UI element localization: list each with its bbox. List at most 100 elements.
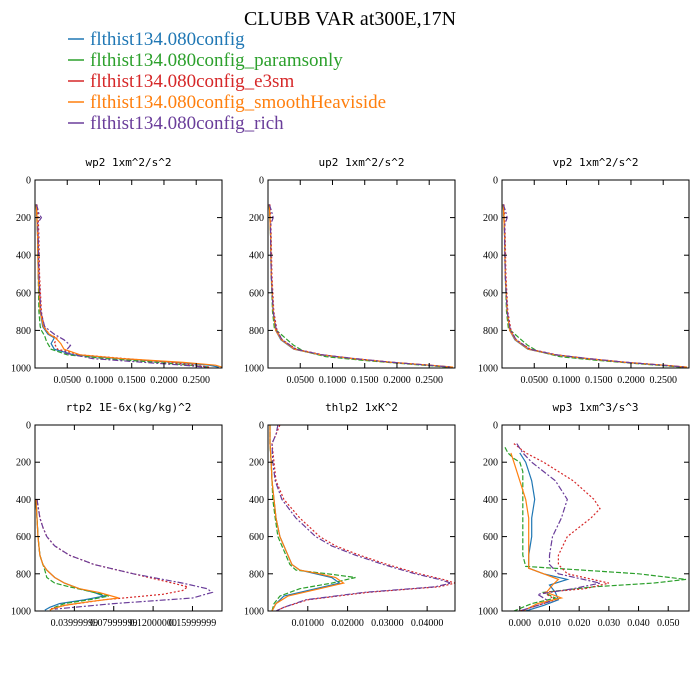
- series-line: [503, 204, 686, 368]
- series-line: [502, 204, 686, 368]
- series-line: [35, 499, 109, 611]
- x-tick-label: 0.000: [509, 618, 532, 629]
- y-tick-label: 0: [259, 176, 264, 187]
- series-line: [516, 443, 601, 611]
- panel-title: vp2 1xm^2/s^2: [552, 156, 638, 169]
- series-line: [36, 499, 214, 610]
- x-tick-label: 0.040: [627, 618, 650, 629]
- y-tick-label: 1000: [244, 607, 264, 618]
- series-line: [36, 204, 210, 368]
- panel-title: wp2 1xm^2/s^2: [85, 156, 171, 169]
- series-line: [35, 204, 219, 368]
- y-tick-label: 800: [483, 326, 498, 337]
- legend-label: flthist134.080config_paramsonly: [90, 50, 343, 71]
- x-tick-label: 0.2500: [415, 375, 443, 386]
- y-tick-label: 0: [493, 176, 498, 187]
- series-line: [35, 499, 107, 611]
- x-tick-label: 0.04000: [411, 618, 444, 629]
- x-tick-label: 0.010: [538, 618, 561, 629]
- x-tick-label: 0.2500: [649, 375, 677, 386]
- series-line: [269, 204, 452, 368]
- plot-frame: [34, 179, 223, 369]
- legend-entry: flthist134.080config: [68, 29, 245, 50]
- series-group: [269, 425, 455, 611]
- y-tick-label: 1000: [11, 607, 31, 618]
- x-tick-label: 0.0500: [286, 375, 314, 386]
- plot-frame: [501, 424, 690, 612]
- plot-frame: [267, 424, 456, 612]
- legend-label: flthist134.080config_e3sm: [90, 71, 294, 92]
- plot-frame: [501, 179, 690, 369]
- x-tick-label: 0.2500: [182, 375, 210, 386]
- series-line: [502, 204, 686, 368]
- series-group: [502, 204, 688, 368]
- y-tick-label: 600: [16, 288, 31, 299]
- x-tick-label: 0.12000000: [129, 618, 177, 629]
- x-tick-label: 0.1000: [86, 375, 114, 386]
- y-tick-label: 400: [249, 251, 264, 262]
- x-tick-label: 0.030: [598, 618, 621, 629]
- x-tick-label: 0.03000: [371, 618, 404, 629]
- y-tick-label: 0: [259, 421, 264, 432]
- series-line: [510, 452, 564, 611]
- series-line: [269, 425, 346, 611]
- series-line: [35, 204, 222, 368]
- series-line: [36, 499, 189, 610]
- x-tick-label: 0.07999999: [90, 618, 138, 629]
- panel-title: thlp2 1xK^2: [325, 401, 398, 414]
- figure-title: CLUBB VAR at300E,17N: [244, 8, 456, 30]
- y-tick-label: 800: [16, 569, 31, 580]
- y-tick-label: 200: [249, 458, 264, 469]
- legend-entry: flthist134.080config_smoothHeaviside: [68, 92, 386, 113]
- series-line: [504, 447, 687, 611]
- legend: flthist134.080configflthist134.080config…: [68, 29, 386, 134]
- chart-panel: vp2 1xm^2/s^2 0 200 400 600 800 1000 0.0500 0.10…: [478, 156, 690, 386]
- y-tick-label: 0: [26, 176, 31, 187]
- x-tick-label: 0.1500: [351, 375, 379, 386]
- x-tick-label: 0.02000: [331, 618, 364, 629]
- series-group: [35, 499, 214, 611]
- series-line: [35, 204, 206, 368]
- x-tick-label: 0.050: [657, 618, 680, 629]
- y-tick-label: 600: [249, 288, 264, 299]
- series-line: [35, 204, 210, 368]
- x-tick-label: 0.0500: [520, 375, 548, 386]
- y-tick-label: 400: [483, 251, 498, 262]
- series-line: [268, 204, 452, 368]
- legend-entry: flthist134.080config_e3sm: [68, 71, 294, 92]
- x-tick-label: 0.15999999: [169, 618, 217, 629]
- y-tick-label: 0: [493, 421, 498, 432]
- y-tick-label: 200: [249, 213, 264, 224]
- legend-entry: flthist134.080config_paramsonly: [68, 50, 343, 71]
- y-tick-label: 600: [483, 532, 498, 543]
- y-tick-label: 200: [483, 213, 498, 224]
- series-line: [271, 425, 455, 611]
- y-tick-label: 400: [16, 495, 31, 506]
- series-line: [268, 204, 454, 368]
- y-tick-label: 400: [16, 251, 31, 262]
- series-group: [504, 443, 687, 611]
- legend-entry: flthist134.080config_rich: [68, 113, 284, 134]
- plot-frame: [34, 424, 223, 612]
- legend-label: flthist134.080config_rich: [90, 113, 284, 134]
- y-tick-label: 600: [16, 532, 31, 543]
- x-tick-label: 0.2000: [150, 375, 178, 386]
- chart-panel: up2 1xm^2/s^2 0 200 400 600 800 1000 0.0500 0.10…: [244, 156, 456, 386]
- x-tick-label: 0.03999999: [51, 618, 99, 629]
- series-line: [269, 425, 342, 611]
- chart-panel: rtp2 1E-6x(kg/kg)^2 0 200 400 600 800 1000 0.03…: [11, 401, 223, 629]
- plot-frame: [267, 179, 456, 369]
- y-tick-label: 1000: [478, 607, 498, 618]
- y-tick-label: 200: [483, 458, 498, 469]
- chart-panel: wp3 1xm^3/s^3 0 200 400 600 800 1000 0.000 0.010…: [478, 401, 690, 629]
- chart-panel: wp2 1xm^2/s^2 0 200 400 600 800 1000 0.0500 0.10…: [11, 156, 223, 386]
- y-tick-label: 1000: [11, 364, 31, 375]
- y-tick-label: 400: [483, 495, 498, 506]
- series-line: [268, 204, 449, 368]
- panel-title: wp3 1xm^3/s^3: [552, 401, 638, 414]
- x-tick-label: 0.1000: [319, 375, 347, 386]
- x-tick-label: 0.2000: [617, 375, 645, 386]
- x-tick-label: 0.1000: [553, 375, 581, 386]
